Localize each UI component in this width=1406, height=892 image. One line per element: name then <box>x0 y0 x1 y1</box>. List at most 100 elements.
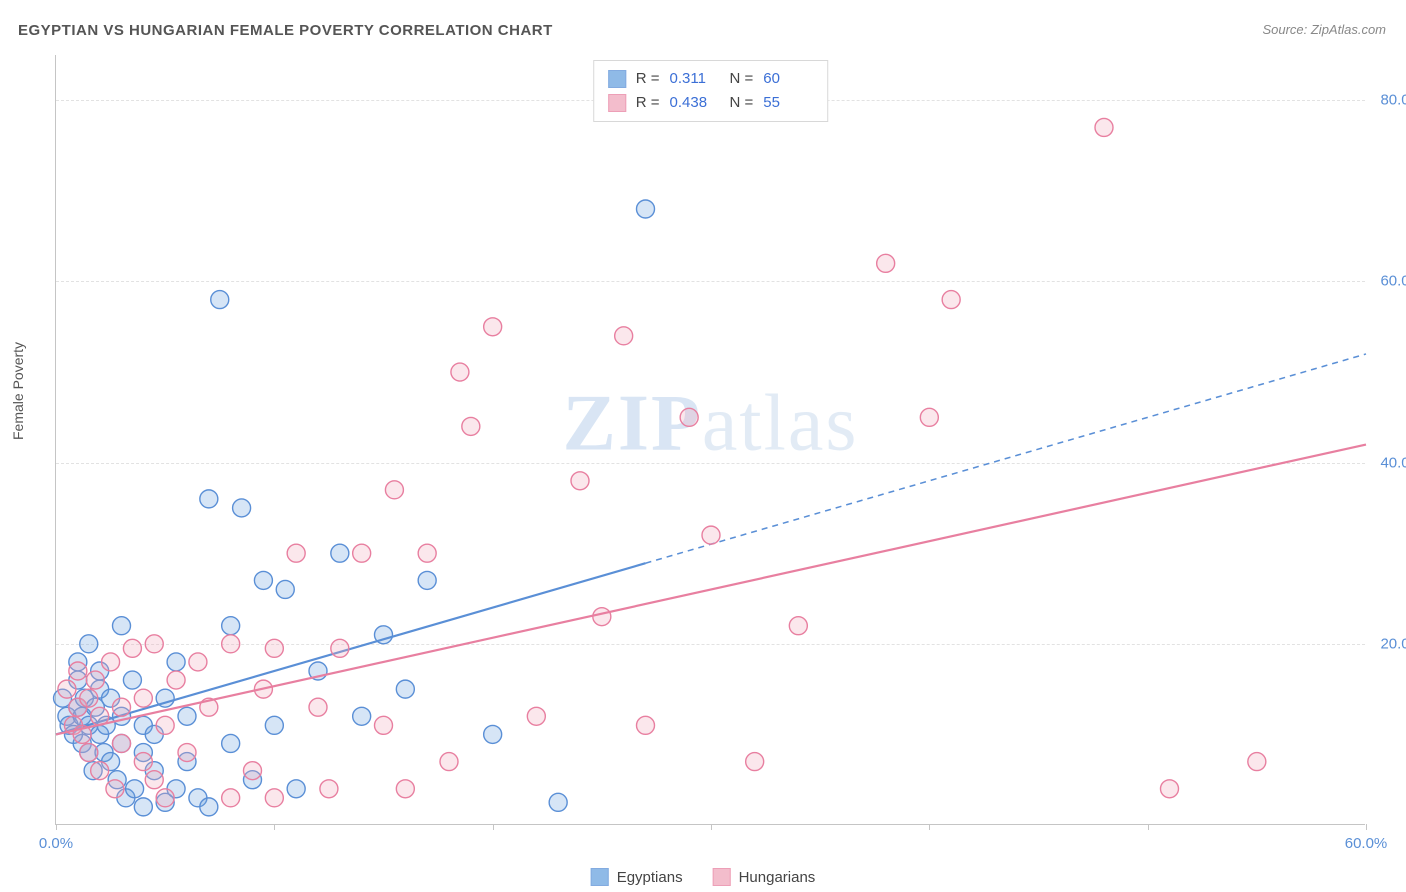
scatter-point <box>396 680 414 698</box>
y-tick-label: 20.0% <box>1380 635 1406 652</box>
trend-line-solid <box>56 445 1366 735</box>
scatter-point <box>287 544 305 562</box>
scatter-point <box>593 608 611 626</box>
scatter-point <box>276 580 294 598</box>
x-tick <box>1148 824 1149 830</box>
legend-label-0: Egyptians <box>617 869 683 886</box>
y-axis-label: Female Poverty <box>10 342 26 440</box>
scatter-point <box>309 698 327 716</box>
scatter-point <box>1095 118 1113 136</box>
scatter-point <box>1161 780 1179 798</box>
scatter-point <box>462 417 480 435</box>
x-tick-label: 60.0% <box>1345 835 1388 852</box>
scatter-point <box>134 798 152 816</box>
stats-N-label: N = <box>730 67 754 91</box>
scatter-point <box>396 780 414 798</box>
scatter-point <box>254 571 272 589</box>
scatter-point <box>91 762 109 780</box>
scatter-point <box>331 544 349 562</box>
bottom-legend: Egyptians Hungarians <box>591 868 816 886</box>
scatter-point <box>637 200 655 218</box>
x-tick <box>274 824 275 830</box>
y-tick-label: 60.0% <box>1380 273 1406 290</box>
scatter-point <box>942 291 960 309</box>
scatter-point <box>440 753 458 771</box>
scatter-point <box>484 725 502 743</box>
chart-svg <box>56 55 1365 824</box>
scatter-point <box>69 662 87 680</box>
scatter-point <box>527 707 545 725</box>
scatter-point <box>680 408 698 426</box>
scatter-point <box>418 571 436 589</box>
scatter-point <box>637 716 655 734</box>
scatter-point <box>222 734 240 752</box>
legend-swatch-1 <box>713 868 731 886</box>
scatter-point <box>86 671 104 689</box>
stats-N-1: 55 <box>763 91 813 115</box>
scatter-point <box>233 499 251 517</box>
scatter-point <box>113 734 131 752</box>
scatter-point <box>1248 753 1266 771</box>
scatter-point <box>145 771 163 789</box>
x-tick <box>56 824 57 830</box>
scatter-point <box>123 671 141 689</box>
stats-N-0: 60 <box>763 67 813 91</box>
chart-title: EGYPTIAN VS HUNGARIAN FEMALE POVERTY COR… <box>18 22 553 39</box>
scatter-point <box>211 291 229 309</box>
scatter-point <box>484 318 502 336</box>
x-tick <box>1366 824 1367 830</box>
legend-swatch-0 <box>591 868 609 886</box>
scatter-point <box>80 689 98 707</box>
x-tick-label: 0.0% <box>39 835 73 852</box>
scatter-point <box>200 490 218 508</box>
scatter-point <box>920 408 938 426</box>
scatter-point <box>265 716 283 734</box>
scatter-point <box>265 639 283 657</box>
chart-source: Source: ZipAtlas.com <box>1262 22 1386 37</box>
scatter-point <box>746 753 764 771</box>
scatter-point <box>418 544 436 562</box>
scatter-point <box>287 780 305 798</box>
y-tick-label: 80.0% <box>1380 92 1406 109</box>
scatter-point <box>375 716 393 734</box>
scatter-point <box>167 671 185 689</box>
scatter-point <box>385 481 403 499</box>
stats-R-1: 0.438 <box>670 91 720 115</box>
scatter-point <box>353 707 371 725</box>
x-tick <box>929 824 930 830</box>
scatter-point <box>320 780 338 798</box>
legend-item-1: Hungarians <box>713 868 816 886</box>
scatter-point <box>877 254 895 272</box>
scatter-point <box>178 744 196 762</box>
scatter-point <box>113 617 131 635</box>
stats-R-label: R = <box>636 91 660 115</box>
stats-R-0: 0.311 <box>670 67 720 91</box>
scatter-point <box>189 653 207 671</box>
scatter-point <box>145 635 163 653</box>
stats-row-1: R = 0.438 N = 55 <box>608 91 814 115</box>
scatter-point <box>549 793 567 811</box>
scatter-point <box>571 472 589 490</box>
scatter-point <box>156 789 174 807</box>
scatter-point <box>451 363 469 381</box>
trend-line-solid <box>56 563 646 734</box>
scatter-point <box>134 689 152 707</box>
scatter-point <box>134 753 152 771</box>
scatter-point <box>265 789 283 807</box>
scatter-point <box>58 680 76 698</box>
scatter-point <box>615 327 633 345</box>
scatter-point <box>167 653 185 671</box>
scatter-point <box>156 716 174 734</box>
scatter-point <box>102 653 120 671</box>
scatter-point <box>178 707 196 725</box>
stats-row-0: R = 0.311 N = 60 <box>608 67 814 91</box>
scatter-point <box>244 762 262 780</box>
scatter-point <box>353 544 371 562</box>
y-tick-label: 40.0% <box>1380 454 1406 471</box>
series-swatch-0 <box>608 70 626 88</box>
x-tick <box>711 824 712 830</box>
stats-R-label: R = <box>636 67 660 91</box>
scatter-point <box>106 780 124 798</box>
scatter-point <box>222 635 240 653</box>
scatter-point <box>200 798 218 816</box>
